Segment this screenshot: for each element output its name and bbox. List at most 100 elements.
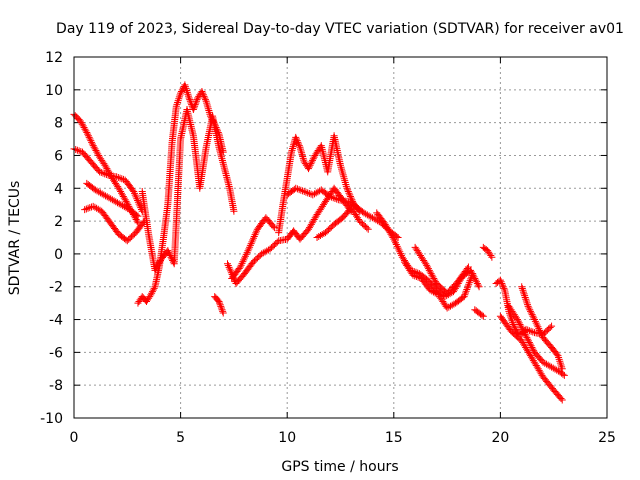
data-point xyxy=(239,258,247,266)
y-tick-label: 0 xyxy=(54,247,63,263)
data-point xyxy=(511,324,519,332)
data-point xyxy=(425,266,433,274)
data-point xyxy=(199,91,207,99)
plot-frame xyxy=(73,56,608,419)
data-point xyxy=(344,186,352,194)
data-point xyxy=(242,250,250,258)
data-point xyxy=(536,326,544,334)
data-point xyxy=(533,321,541,329)
data-point xyxy=(153,263,161,271)
data-point xyxy=(479,312,487,320)
data-point xyxy=(468,271,476,279)
data-point xyxy=(224,260,232,268)
data-point xyxy=(192,99,200,107)
data-point xyxy=(297,186,305,194)
data-point xyxy=(214,296,222,304)
data-point xyxy=(499,281,507,289)
data-point xyxy=(175,95,183,103)
data-point xyxy=(217,302,225,310)
data-point xyxy=(149,286,157,294)
data-point xyxy=(79,122,87,130)
data-point xyxy=(345,189,353,197)
data-point xyxy=(186,97,194,105)
data-point xyxy=(148,288,156,296)
data-point xyxy=(529,345,537,353)
data-point xyxy=(558,396,566,404)
data-points xyxy=(70,81,568,404)
data-point xyxy=(519,286,527,294)
data-point xyxy=(475,283,483,291)
data-point xyxy=(204,105,212,113)
data-point xyxy=(462,287,470,295)
data-point xyxy=(102,170,110,178)
data-point xyxy=(86,135,94,143)
data-point xyxy=(333,195,341,203)
data-point xyxy=(537,330,545,338)
data-point xyxy=(513,316,521,324)
data-point xyxy=(252,229,260,237)
data-point xyxy=(133,211,141,219)
data-point xyxy=(87,137,95,145)
data-point xyxy=(80,124,88,132)
data-point xyxy=(527,309,535,317)
data-point xyxy=(409,271,417,279)
data-point xyxy=(342,180,350,188)
data-point xyxy=(113,173,121,181)
data-point xyxy=(173,100,181,108)
data-point xyxy=(93,148,101,156)
data-point xyxy=(528,343,536,351)
data-point xyxy=(465,278,473,286)
data-point xyxy=(130,188,138,196)
data-point xyxy=(364,225,372,233)
data-point xyxy=(248,238,256,246)
data-point xyxy=(553,350,561,358)
data-point xyxy=(556,359,564,367)
data-point xyxy=(473,279,481,287)
data-point xyxy=(532,319,540,327)
series-arc-6 xyxy=(138,106,238,274)
series-arc-16 xyxy=(471,306,487,320)
data-point xyxy=(414,273,422,281)
data-point xyxy=(363,224,371,232)
chart-title: Day 119 of 2023, Sidereal Day-to-day VTE… xyxy=(56,21,624,37)
data-point xyxy=(521,293,529,301)
y-tick-label: -4 xyxy=(49,313,63,329)
data-point xyxy=(341,179,349,187)
series-arc-7 xyxy=(211,293,227,317)
data-point xyxy=(115,184,123,192)
data-point xyxy=(338,167,346,175)
x-tick-label: 15 xyxy=(385,430,403,446)
data-point xyxy=(244,247,252,255)
data-point xyxy=(122,197,130,205)
data-point xyxy=(292,133,300,141)
data-point xyxy=(218,306,226,314)
data-point xyxy=(295,186,303,194)
x-axis-label: GPS time / hours xyxy=(281,459,398,475)
data-point xyxy=(396,248,404,256)
data-point xyxy=(523,299,531,307)
data-point xyxy=(525,339,533,347)
x-tick-label: 10 xyxy=(278,430,296,446)
data-point xyxy=(389,234,397,241)
data-point xyxy=(498,279,506,287)
data-point xyxy=(137,204,145,212)
data-point xyxy=(103,165,111,173)
data-point xyxy=(397,250,405,258)
data-point xyxy=(394,244,402,252)
data-point xyxy=(295,142,303,150)
data-point xyxy=(324,191,332,199)
data-point xyxy=(340,173,348,181)
data-point xyxy=(241,254,249,262)
data-point xyxy=(328,193,336,201)
data-point xyxy=(520,329,528,337)
data-point xyxy=(556,357,564,365)
grid-lines xyxy=(74,57,607,418)
data-point xyxy=(392,241,400,249)
data-point xyxy=(151,266,159,274)
data-point xyxy=(558,365,566,373)
data-point xyxy=(117,188,125,196)
data-point xyxy=(185,94,193,102)
data-point xyxy=(518,324,526,332)
data-point xyxy=(337,161,344,169)
data-point xyxy=(535,325,543,333)
